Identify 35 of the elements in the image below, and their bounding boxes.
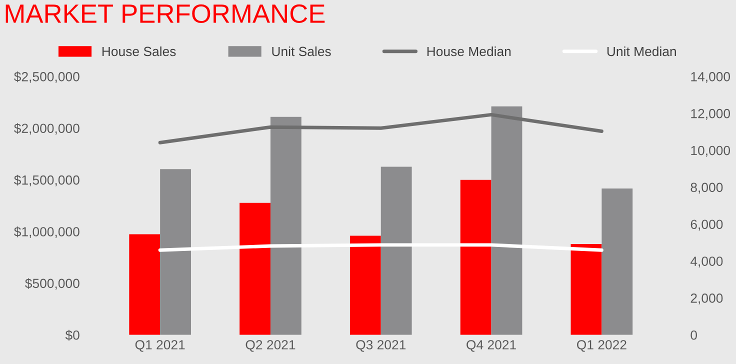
legend-label: Unit Sales bbox=[272, 46, 331, 56]
bar bbox=[270, 116, 302, 335]
y2-tick-label: 14,000 bbox=[691, 72, 730, 83]
y2-tick-label: 6,000 bbox=[690, 220, 723, 231]
y-tick-label: $1,000,000 bbox=[14, 226, 80, 238]
x-tick-label: Q3 2021 bbox=[356, 340, 406, 352]
y2-tick-label: 10,000 bbox=[691, 146, 730, 157]
bar bbox=[380, 166, 412, 335]
y2-tick-label: 4,000 bbox=[690, 256, 723, 268]
y2-tick-label: 0 bbox=[690, 330, 697, 340]
legend-label: House Sales bbox=[102, 46, 176, 56]
bar bbox=[460, 180, 492, 335]
legend-label: Unit Median bbox=[607, 46, 676, 56]
x-tick-label: Q4 2021 bbox=[466, 340, 516, 352]
y-tick-label: $1,500,000 bbox=[14, 174, 80, 186]
bar bbox=[240, 202, 270, 335]
y2-tick-label: 12,000 bbox=[691, 108, 730, 120]
y2-tick-label: 8,000 bbox=[690, 182, 723, 194]
x-tick-label: Q1 2021 bbox=[135, 340, 185, 352]
bar bbox=[160, 169, 191, 335]
y-tick-label: $2,000,000 bbox=[14, 123, 80, 135]
bar bbox=[350, 236, 381, 335]
chart-title: MARKET PERFORMANCE bbox=[6, 4, 325, 24]
x-tick-label: Q1 2022 bbox=[576, 340, 626, 352]
bar bbox=[129, 234, 160, 335]
bar bbox=[570, 244, 602, 335]
bar bbox=[602, 188, 633, 335]
y-tick-label: $500,000 bbox=[25, 278, 80, 290]
legend-label: House Median bbox=[427, 46, 511, 56]
x-tick-label: Q2 2021 bbox=[246, 340, 296, 352]
line-series bbox=[158, 112, 604, 144]
bar bbox=[491, 106, 522, 335]
y-tick-label: $2,500,000 bbox=[14, 71, 80, 83]
y-tick-label: $0 bbox=[65, 330, 80, 341]
y2-tick-label: 2,000 bbox=[690, 294, 723, 304]
